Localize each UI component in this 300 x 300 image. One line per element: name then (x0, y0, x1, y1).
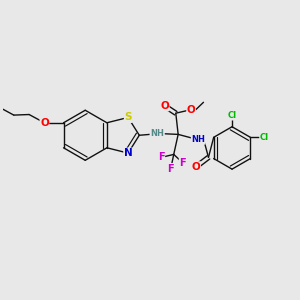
Text: F: F (167, 164, 174, 173)
Text: O: O (160, 101, 169, 111)
Text: Cl: Cl (227, 111, 237, 120)
Text: F: F (158, 152, 165, 162)
Text: O: O (192, 162, 200, 172)
Text: Cl: Cl (260, 133, 269, 142)
Text: F: F (179, 158, 186, 168)
Text: NH: NH (191, 135, 205, 144)
Text: N: N (124, 148, 133, 158)
Text: O: O (187, 105, 196, 115)
Text: O: O (40, 118, 49, 128)
Text: NH: NH (150, 129, 164, 138)
Text: S: S (124, 112, 132, 122)
